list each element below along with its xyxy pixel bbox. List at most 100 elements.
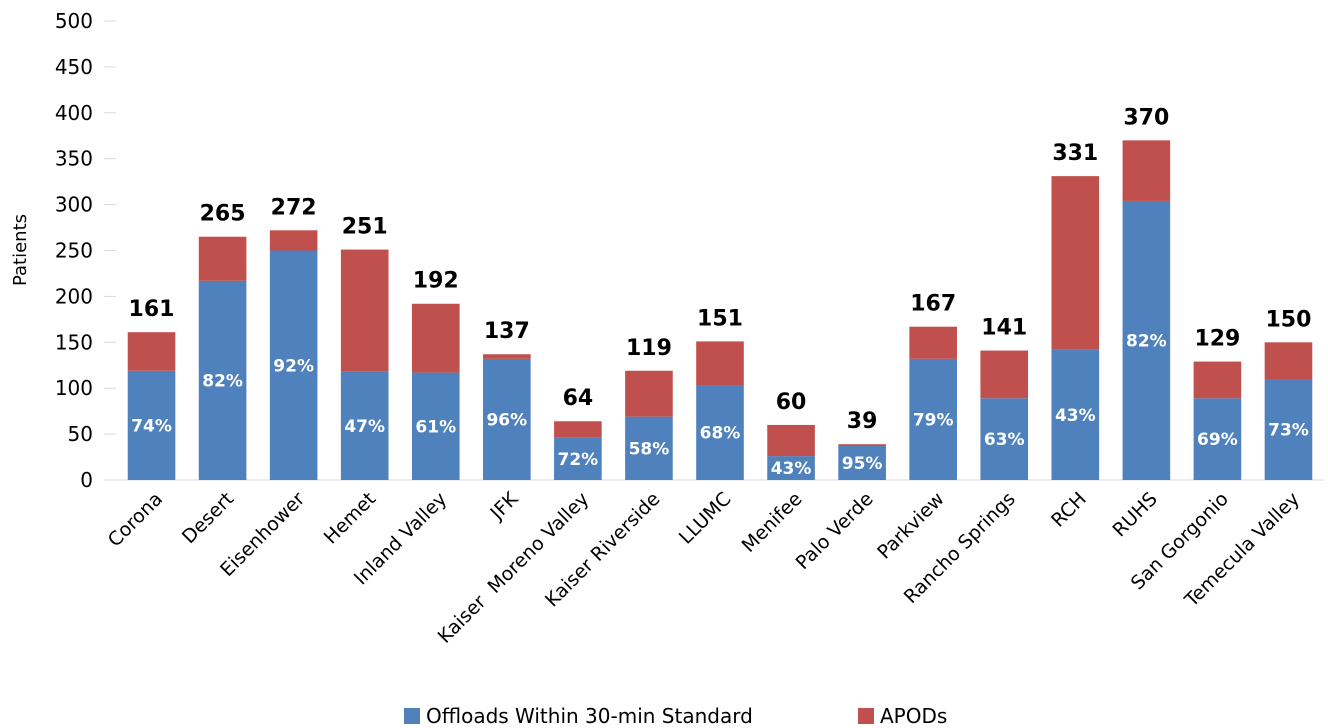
bar-segment-apods	[1264, 342, 1313, 380]
bar-segment-offloads	[127, 370, 176, 480]
legend-label-offloads: Offloads Within 30-min Standard	[426, 704, 753, 728]
bar-total-label: 272	[271, 195, 317, 220]
bar-total-label: 64	[563, 386, 594, 411]
x-category-label: Hemet	[320, 488, 381, 549]
y-tick-label: 500	[55, 9, 93, 33]
bar-percent-label: 95%	[842, 454, 883, 474]
legend-swatch-apods	[858, 708, 874, 724]
bar-segment-apods	[127, 332, 176, 371]
x-category-label: Desert	[178, 488, 238, 548]
bar-total-label: 150	[1266, 307, 1312, 332]
y-axis: 0 50 100 150 200 250 300 350 400 450 500	[55, 9, 116, 492]
bar-segment-apods	[1122, 140, 1171, 201]
bar-segment-offloads	[980, 398, 1029, 480]
bar-total-label: 331	[1052, 141, 1098, 166]
bar-segment-apods	[767, 424, 815, 457]
data-labels: 74% 161 82% 265 92% 272 47% 251 61% 192 96% 137 72% 6…	[129, 105, 1312, 479]
bar-total-label: 129	[1194, 327, 1240, 352]
bar-percent-label: 72%	[558, 450, 599, 470]
y-tick-label: 350	[55, 147, 93, 171]
bar-segment-apods	[340, 249, 389, 372]
bar-percent-label: 92%	[273, 356, 314, 376]
bar-percent-label: 43%	[1055, 406, 1096, 426]
bar-percent-label: 58%	[629, 439, 670, 459]
bar-segment-offloads	[1264, 379, 1313, 480]
y-tick-label: 400	[55, 101, 93, 125]
y-tick-label: 50	[68, 422, 93, 446]
bar-total-label: 151	[697, 306, 743, 331]
bar-segment-apods	[554, 421, 602, 438]
y-tick-label: 100	[55, 376, 93, 400]
bar-segment-apods	[1193, 361, 1242, 399]
bar-segment-offloads	[269, 250, 318, 480]
bar-segment-offloads	[625, 416, 673, 480]
bar-total-label: 119	[626, 336, 672, 361]
y-tick-label: 0	[80, 468, 93, 492]
bar-total-label: 60	[776, 390, 807, 415]
legend-swatch-offloads	[404, 708, 420, 724]
bar-percent-label: 74%	[131, 416, 172, 436]
bar-segment-apods	[625, 370, 673, 417]
bar-segment-apods	[411, 303, 460, 373]
bar-segment-offloads	[483, 358, 531, 480]
bar-total-label: 167	[910, 292, 956, 317]
bar-percent-label: 69%	[1197, 430, 1238, 450]
y-axis-label: Patients	[10, 214, 31, 286]
y-tick-label: 200	[55, 284, 93, 308]
bar-percent-label: 82%	[202, 371, 243, 391]
bar-percent-label: 73%	[1268, 421, 1309, 441]
bar-segment-offloads	[340, 371, 389, 480]
bar-segment-apods	[980, 350, 1029, 399]
bar-total-label: 251	[342, 215, 388, 240]
x-category-label: LLUMC	[675, 488, 736, 549]
bar-segment-apods	[838, 444, 886, 447]
x-category-label: Palo Verde	[792, 488, 878, 574]
bar-segment-offloads	[411, 372, 460, 480]
x-category-label: Corona	[104, 488, 167, 551]
bar-total-label: 370	[1123, 105, 1169, 130]
bar-segment-apods	[198, 236, 247, 281]
bar-segment-offloads	[838, 446, 886, 480]
bar-segment-offloads	[1122, 200, 1171, 481]
bar-total-label: 39	[847, 409, 878, 434]
legend: Offloads Within 30-min Standard APODs	[404, 704, 947, 728]
bar-total-label: 137	[484, 319, 530, 344]
bar-segment-offloads	[767, 456, 815, 480]
x-category-label: Parkview	[873, 488, 949, 564]
bar-segment-offloads	[554, 437, 602, 480]
y-tick-label: 450	[55, 55, 93, 79]
bar-segment-apods	[1051, 176, 1100, 350]
bar-percent-label: 43%	[771, 459, 812, 479]
x-category-label: Menifee	[738, 488, 807, 557]
x-category-label: JFK	[486, 488, 523, 525]
bars	[127, 140, 1313, 481]
bar-percent-label: 82%	[1126, 331, 1167, 351]
bar-segment-apods	[483, 354, 531, 359]
y-tick-label: 150	[55, 330, 93, 354]
x-category-label: RCH	[1047, 488, 1091, 532]
x-category-label: RUHS	[1109, 488, 1162, 541]
bar-total-label: 141	[981, 316, 1027, 341]
y-tick-label: 300	[55, 193, 93, 217]
bar-total-label: 265	[200, 202, 246, 227]
bar-percent-label: 68%	[700, 424, 741, 444]
bar-percent-label: 96%	[486, 410, 527, 430]
bar-segment-apods	[269, 230, 318, 251]
bar-segment-offloads	[198, 280, 247, 480]
bar-segment-offloads	[1051, 349, 1100, 480]
bar-percent-label: 47%	[344, 417, 385, 437]
bar-total-label: 161	[129, 297, 175, 322]
bar-segment-apods	[696, 341, 744, 386]
bar-percent-label: 79%	[913, 410, 954, 430]
bar-segment-offloads	[1193, 398, 1242, 480]
legend-label-apods: APODs	[880, 704, 947, 728]
y-tick-label: 250	[55, 239, 93, 263]
bar-segment-offloads	[696, 385, 744, 480]
bar-segment-apods	[909, 326, 957, 359]
bar-percent-label: 63%	[984, 430, 1025, 450]
bar-percent-label: 61%	[415, 417, 456, 437]
bar-segment-offloads	[909, 358, 957, 480]
